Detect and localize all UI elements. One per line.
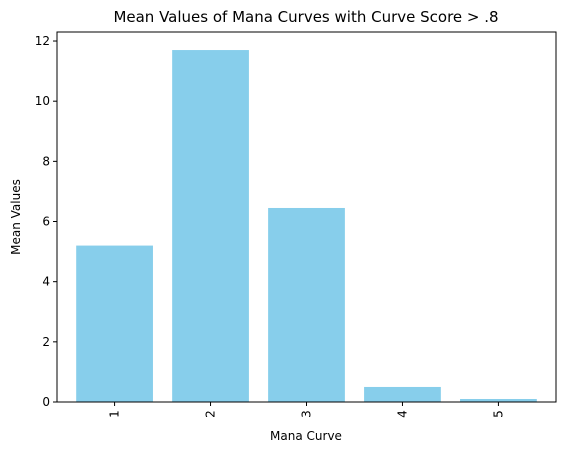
y-tick-label-4: 4	[42, 275, 50, 289]
y-tick-label-8: 8	[42, 154, 50, 168]
chart-title: Mean Values of Mana Curves with Curve Sc…	[113, 8, 498, 26]
y-tick-label-10: 10	[35, 94, 50, 108]
y-tick-label-6: 6	[42, 215, 50, 229]
bar-4	[364, 386, 441, 402]
bar-2	[172, 50, 249, 403]
y-axis-label: Mean Values	[9, 179, 23, 255]
y-tick-label-12: 12	[35, 34, 50, 48]
x-axis-label: Mana Curve	[270, 429, 342, 443]
x-tick-label-2: 2	[204, 410, 218, 418]
x-tick-label-1: 1	[108, 410, 122, 418]
y-tick-label-0: 0	[42, 395, 50, 409]
y-tick-label-2: 2	[42, 335, 50, 349]
x-tick-label-3: 3	[300, 410, 314, 418]
bar-5	[460, 398, 537, 402]
bar-3	[268, 207, 345, 402]
bar-1	[76, 245, 153, 402]
x-tick-label-4: 4	[395, 410, 409, 418]
x-tick-label-5: 5	[491, 410, 505, 418]
